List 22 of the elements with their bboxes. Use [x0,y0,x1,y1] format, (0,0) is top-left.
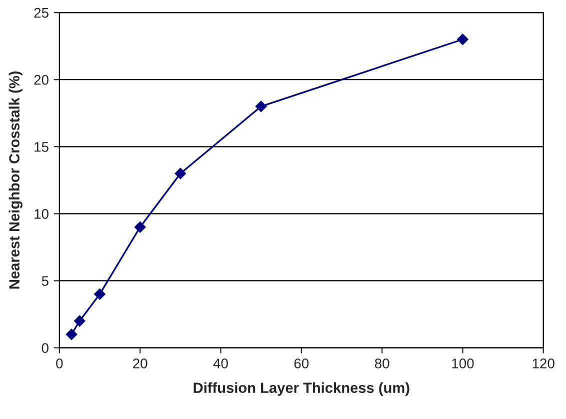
point [74,315,86,327]
y-tick-label: 15 [34,142,48,152]
y-tick-label: 20 [34,74,48,85]
x-tick-label: 40 [213,358,228,368]
y-tick-label: 0 [42,343,48,353]
x-tick-label: 20 [133,358,148,368]
y-tick-label: 25 [34,8,48,18]
point [134,221,146,233]
point [174,168,186,180]
x-tick-label: 60 [294,358,309,368]
x-tick-label: 80 [374,358,390,368]
x-tick-label: 120 [532,358,554,368]
y-axis-title: Nearest Neighbor Crosstalk (%) [8,71,22,289]
x-tick-label: 100 [452,358,474,368]
y-tick-label: 10 [34,209,48,219]
point [457,34,468,45]
x-tick-label: 0 [56,358,63,368]
point [255,100,267,112]
x-axis-title: Diffusion Layer Thickness (um) [194,382,410,396]
point [94,288,106,300]
point [66,328,78,340]
y-tick-label: 5 [42,276,48,286]
